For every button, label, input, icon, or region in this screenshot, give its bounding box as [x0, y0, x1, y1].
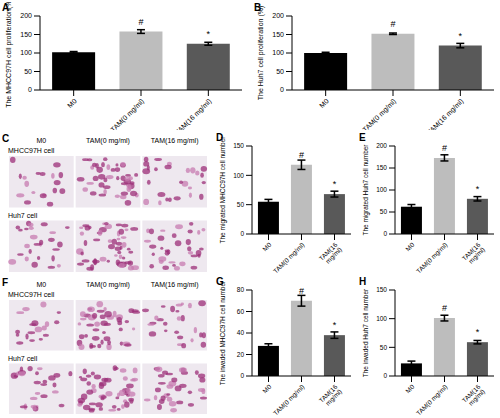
- svg-text:M0: M0: [36, 281, 46, 288]
- svg-text:#: #: [390, 19, 395, 29]
- svg-text:100: 100: [376, 315, 387, 322]
- svg-text:20: 20: [237, 351, 245, 358]
- svg-text:M0: M0: [261, 241, 273, 253]
- svg-text:200: 200: [272, 12, 284, 19]
- svg-text:50: 50: [276, 68, 284, 75]
- svg-text:TAM(0 mg/ml): TAM(0 mg/ml): [86, 137, 130, 145]
- svg-text:50: 50: [380, 208, 388, 215]
- svg-text:*: *: [459, 31, 463, 41]
- svg-text:200: 200: [376, 142, 387, 149]
- svg-text:80: 80: [237, 286, 245, 293]
- svg-text:#: #: [299, 150, 304, 160]
- svg-text:*: *: [333, 179, 337, 189]
- svg-text:The migrated Huh7 cell number: The migrated Huh7 cell number: [362, 144, 370, 236]
- svg-text:*: *: [333, 320, 337, 330]
- svg-text:TAM(0 mg/ml): TAM(0 mg/ml): [272, 241, 306, 274]
- svg-text:*: *: [207, 29, 211, 39]
- svg-text:The invaded Huh7 cell number: The invaded Huh7 cell number: [362, 288, 369, 377]
- svg-text:100: 100: [20, 49, 32, 56]
- svg-text:100: 100: [376, 186, 387, 193]
- svg-text:TAM(0 mg/ml): TAM(0 mg/ml): [109, 97, 146, 130]
- svg-text:TAM(16 mg/ml): TAM(16 mg/ml): [151, 281, 199, 289]
- svg-text:#: #: [442, 143, 447, 153]
- svg-text:150: 150: [376, 286, 387, 293]
- svg-text:MHCC97H cell: MHCC97H cell: [8, 291, 55, 298]
- svg-text:TAM(16 mg/ml): TAM(16 mg/ml): [151, 137, 199, 145]
- svg-text:#: #: [442, 303, 447, 313]
- svg-text:C: C: [8, 133, 9, 144]
- svg-text:150: 150: [233, 142, 244, 149]
- svg-text:M0: M0: [36, 137, 46, 144]
- svg-text:100: 100: [233, 172, 244, 179]
- svg-text:M0: M0: [404, 241, 416, 253]
- svg-text:M0: M0: [318, 97, 330, 109]
- svg-text:The MHCC97H cell proliferation: The MHCC97H cell proliferation(%): [8, 2, 13, 108]
- svg-text:The Huh7 cell proliferation (%: The Huh7 cell proliferation (%): [257, 6, 265, 101]
- svg-text:0: 0: [240, 372, 244, 379]
- svg-text:200: 200: [20, 12, 32, 19]
- svg-text:MHCC97H cell: MHCC97H cell: [8, 147, 55, 154]
- svg-text:TAM(16mg/ml): TAM(16mg/ml): [461, 383, 488, 410]
- svg-text:TAM(16mg/ml): TAM(16mg/ml): [318, 383, 345, 410]
- svg-text:TAM(0 mg/ml): TAM(0 mg/ml): [415, 241, 449, 274]
- svg-text:M0: M0: [66, 97, 78, 109]
- svg-text:*: *: [476, 184, 480, 194]
- svg-text:0: 0: [383, 230, 387, 237]
- svg-text:50: 50: [237, 201, 245, 208]
- svg-text:F: F: [8, 277, 9, 288]
- svg-text:0: 0: [240, 230, 244, 237]
- svg-text:TAM(0 mg/ml): TAM(0 mg/ml): [86, 281, 130, 289]
- svg-text:The migrated MHCC97H cell numb: The migrated MHCC97H cell number: [219, 136, 227, 244]
- svg-text:TAM(16mg/ml): TAM(16mg/ml): [461, 241, 488, 268]
- svg-text:100: 100: [272, 49, 284, 56]
- svg-text:0: 0: [28, 86, 32, 93]
- svg-text:150: 150: [376, 164, 387, 171]
- svg-text:60: 60: [237, 308, 245, 315]
- svg-text:TAM(0 mg/ml): TAM(0 mg/ml): [415, 383, 449, 416]
- svg-text:M0: M0: [261, 383, 273, 395]
- svg-text:Huh7 cell: Huh7 cell: [8, 355, 38, 362]
- svg-text:M0: M0: [404, 383, 416, 395]
- svg-text:TAM(16mg/ml): TAM(16mg/ml): [318, 241, 345, 268]
- svg-text:50: 50: [380, 344, 388, 351]
- svg-text:The invaded MHCC97H cell numbe: The invaded MHCC97H cell number: [219, 280, 226, 385]
- svg-text:TAM(0 mg/ml): TAM(0 mg/ml): [361, 97, 398, 130]
- svg-text:#: #: [138, 17, 143, 27]
- svg-text:0: 0: [383, 372, 387, 379]
- svg-text:#: #: [299, 286, 304, 296]
- svg-text:150: 150: [272, 31, 284, 38]
- svg-text:0: 0: [280, 86, 284, 93]
- svg-text:50: 50: [24, 68, 32, 75]
- svg-text:150: 150: [20, 31, 32, 38]
- svg-text:TAM(16 mg/ml): TAM(16 mg/ml): [174, 97, 213, 130]
- svg-text:Huh7 cell: Huh7 cell: [8, 212, 38, 219]
- svg-text:40: 40: [237, 329, 245, 336]
- svg-text:TAM(16 mg/ml): TAM(16 mg/ml): [426, 97, 465, 130]
- svg-text:TAM(0 mg/ml): TAM(0 mg/ml): [272, 383, 306, 416]
- svg-text:*: *: [476, 327, 480, 337]
